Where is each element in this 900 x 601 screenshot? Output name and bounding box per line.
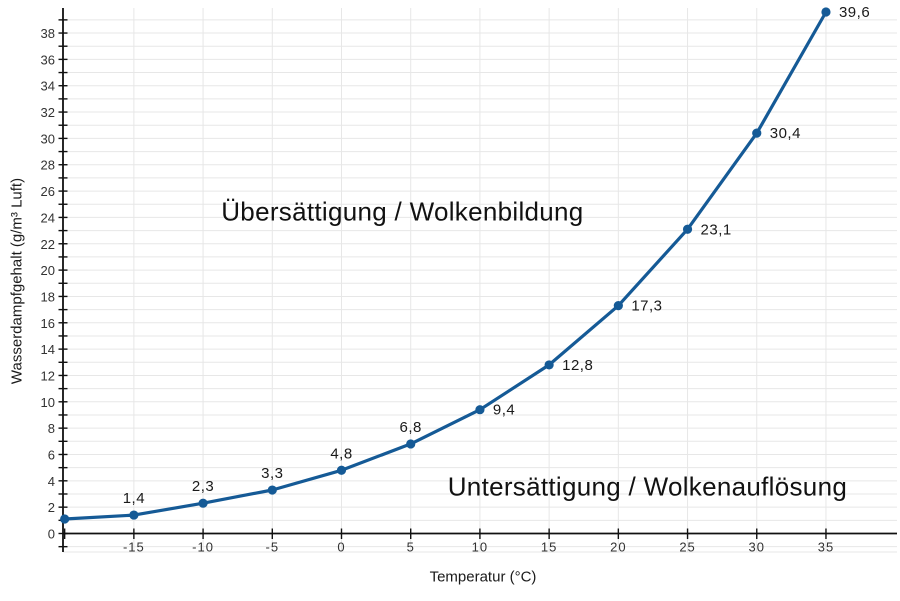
y-tick-label: 26: [41, 184, 55, 199]
y-tick-label: 30: [41, 131, 55, 146]
data-point-label: 1,4: [123, 490, 145, 507]
annotation-undersaturation: Untersättigung / Wolkenauflösung: [447, 471, 848, 502]
x-axis-title: Temperatur (°C): [429, 568, 537, 586]
data-point-label: 39,6: [839, 4, 870, 21]
y-tick-label: 10: [41, 395, 55, 410]
y-tick-label: 32: [41, 105, 55, 120]
x-tick-label: 30: [749, 540, 765, 555]
data-point: [613, 301, 623, 311]
data-point: [406, 439, 416, 449]
x-tick-label: -15: [123, 540, 145, 555]
data-point: [475, 405, 485, 415]
x-tick-label: 5: [407, 540, 415, 555]
data-point-label: 17,3: [631, 298, 662, 315]
data-point: [198, 498, 208, 508]
data-point: [267, 485, 277, 495]
data-point: [752, 128, 762, 138]
data-point-label: 30,4: [770, 125, 801, 142]
data-point-label: 3,3: [261, 465, 283, 482]
data-point-label: 12,8: [562, 357, 593, 374]
y-tick-label: 8: [48, 421, 55, 436]
data-point-label: 4,8: [330, 445, 352, 462]
x-tick-label: 0: [337, 540, 345, 555]
data-point-label: 9,4: [493, 402, 515, 419]
y-tick-label: 34: [41, 79, 55, 94]
y-tick-label: 14: [41, 342, 55, 357]
y-tick-label: 18: [41, 289, 55, 304]
saturation-curve: [63, 10, 828, 521]
y-tick-label: 6: [48, 447, 55, 462]
x-tick-label: 20: [610, 540, 626, 555]
x-tick-label: -10: [192, 540, 214, 555]
y-tick-label: 28: [41, 158, 55, 173]
data-point: [682, 224, 693, 234]
y-tick-label: 24: [41, 210, 55, 225]
annotation-supersaturation: Übersättigung / Wolkenbildung: [221, 196, 584, 227]
data-point-label: 2,3: [192, 478, 214, 495]
y-tick-label: 12: [41, 368, 55, 383]
data-point: [60, 514, 70, 524]
data-point: [821, 7, 831, 17]
x-tick-label: 25: [679, 540, 695, 555]
data-point: [336, 465, 347, 475]
y-tick-label: 2: [48, 500, 55, 515]
y-tick-label: 36: [41, 52, 55, 67]
y-tick-label: 4: [48, 474, 55, 489]
y-tick-label: 38: [41, 26, 55, 41]
y-tick-label: 16: [41, 316, 55, 331]
x-tick-label: 35: [818, 540, 834, 555]
y-tick-label: 20: [41, 263, 55, 278]
data-point-label: 6,8: [400, 419, 422, 436]
data-point: [544, 360, 554, 370]
x-tick-label: -5: [266, 540, 280, 555]
y-tick-label: 22: [41, 237, 55, 252]
y-axis-title: Wasserdampfgehalt (g/m³ Luft): [8, 177, 26, 385]
data-point-label: 23,1: [701, 221, 732, 238]
data-point: [129, 510, 139, 520]
y-tick-label: 0: [48, 527, 55, 542]
x-tick-label: 10: [472, 540, 488, 555]
x-tick-label: 15: [541, 540, 557, 555]
